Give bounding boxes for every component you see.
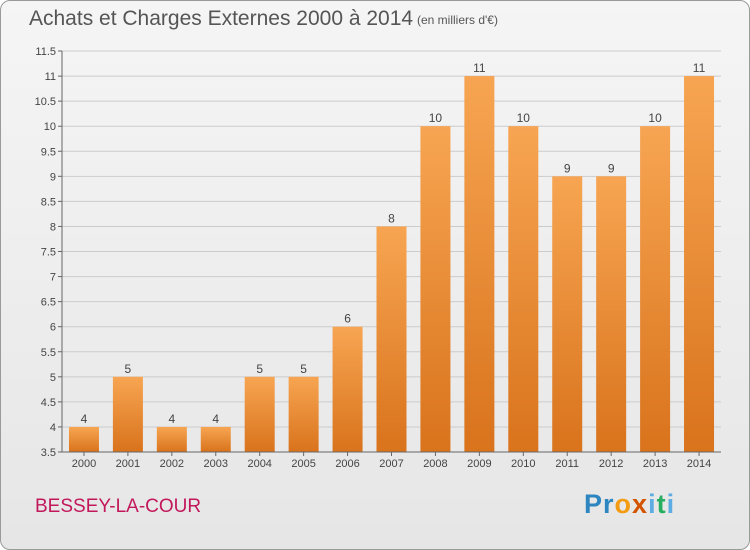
- logo-letter: i: [666, 489, 676, 519]
- logo-letter: i: [648, 489, 657, 519]
- y-tick-label: 8: [50, 221, 56, 233]
- data-label: 10: [648, 111, 662, 125]
- x-tick-label: 2004: [247, 458, 271, 470]
- logo-letter: x: [632, 489, 649, 519]
- bar: [464, 76, 495, 452]
- data-label: 5: [256, 362, 263, 376]
- x-tick-label: 2007: [379, 458, 403, 470]
- data-label: 8: [388, 211, 395, 225]
- bar: [112, 376, 143, 452]
- logo-letter: o: [614, 489, 633, 519]
- data-label: 9: [608, 161, 615, 175]
- labels: 3.5 4 4.5 5 5.5 6 6.5 7 7.5 8 8.5 9 9.5 10 10.5 11 11.5 2…: [35, 46, 712, 470]
- bar: [552, 176, 583, 452]
- y-tick-label: 5.5: [41, 347, 56, 359]
- x-tick-label: 2009: [467, 458, 491, 470]
- data-label: 5: [300, 362, 307, 376]
- bar: [420, 126, 451, 452]
- bar: [376, 226, 407, 452]
- logo-letter: P: [584, 489, 604, 519]
- y-tick-label: 6: [50, 322, 56, 334]
- data-label: 4: [168, 412, 175, 426]
- x-tick-label: 2002: [160, 458, 184, 470]
- x-tick-label: 2005: [291, 458, 315, 470]
- x-tick-label: 2011: [555, 458, 579, 470]
- y-tick-label: 7.5: [41, 247, 56, 259]
- x-tick-label: 2012: [599, 458, 623, 470]
- bar: [156, 426, 187, 452]
- x-tick-label: 2014: [687, 458, 711, 470]
- chart-subtitle: (en milliers d'€): [417, 13, 498, 27]
- y-tick-label: 3.5: [41, 447, 56, 459]
- y-tick-label: 8.5: [41, 196, 56, 208]
- data-label: 4: [212, 412, 219, 426]
- bar: [200, 426, 231, 452]
- y-tick-label: 10.5: [35, 96, 56, 108]
- bar: [684, 76, 715, 452]
- bar: [596, 176, 627, 452]
- x-tick-label: 2008: [423, 458, 447, 470]
- y-tick-label: 7: [50, 272, 56, 284]
- bar: [508, 126, 539, 452]
- y-tick-label: 4: [50, 422, 56, 434]
- axes: [58, 50, 721, 456]
- y-tick-label: 11.5: [35, 46, 56, 58]
- x-tick-label: 2000: [72, 458, 96, 470]
- y-tick-label: 6.5: [41, 297, 56, 309]
- y-tick-label: 4.5: [41, 397, 56, 409]
- data-label: 11: [693, 61, 706, 75]
- x-tick-label: 2003: [204, 458, 228, 470]
- logo-letter: r: [603, 489, 615, 519]
- bar: [244, 376, 275, 452]
- data-label: 4: [81, 412, 88, 426]
- bar: [332, 326, 363, 452]
- y-tick-label: 9: [50, 171, 56, 183]
- data-label: 9: [564, 161, 571, 175]
- chart-title: Achats et Charges Externes 2000 à 2014: [29, 7, 414, 30]
- data-label: 6: [344, 312, 351, 326]
- y-tick-label: 9.5: [41, 146, 56, 158]
- y-tick-label: 11: [45, 71, 56, 83]
- data-label: 11: [473, 61, 486, 75]
- bar: [640, 126, 671, 452]
- x-tick-label: 2010: [511, 458, 535, 470]
- x-tick-label: 2006: [335, 458, 359, 470]
- proxiti-logo: Proxiti: [584, 489, 675, 520]
- x-tick-label: 2001: [116, 458, 140, 470]
- bars: [68, 76, 715, 452]
- data-label: 5: [125, 362, 132, 376]
- data-label: 10: [517, 111, 531, 125]
- y-tick-label: 5: [50, 372, 56, 384]
- data-label: 10: [429, 111, 443, 125]
- bar: [288, 376, 319, 452]
- bar: [68, 426, 99, 452]
- y-tick-label: 10: [44, 121, 56, 133]
- commune-name: BESSEY-LA-COUR: [35, 496, 202, 517]
- x-tick-label: 2013: [643, 458, 667, 470]
- logo-letter: t: [656, 489, 667, 519]
